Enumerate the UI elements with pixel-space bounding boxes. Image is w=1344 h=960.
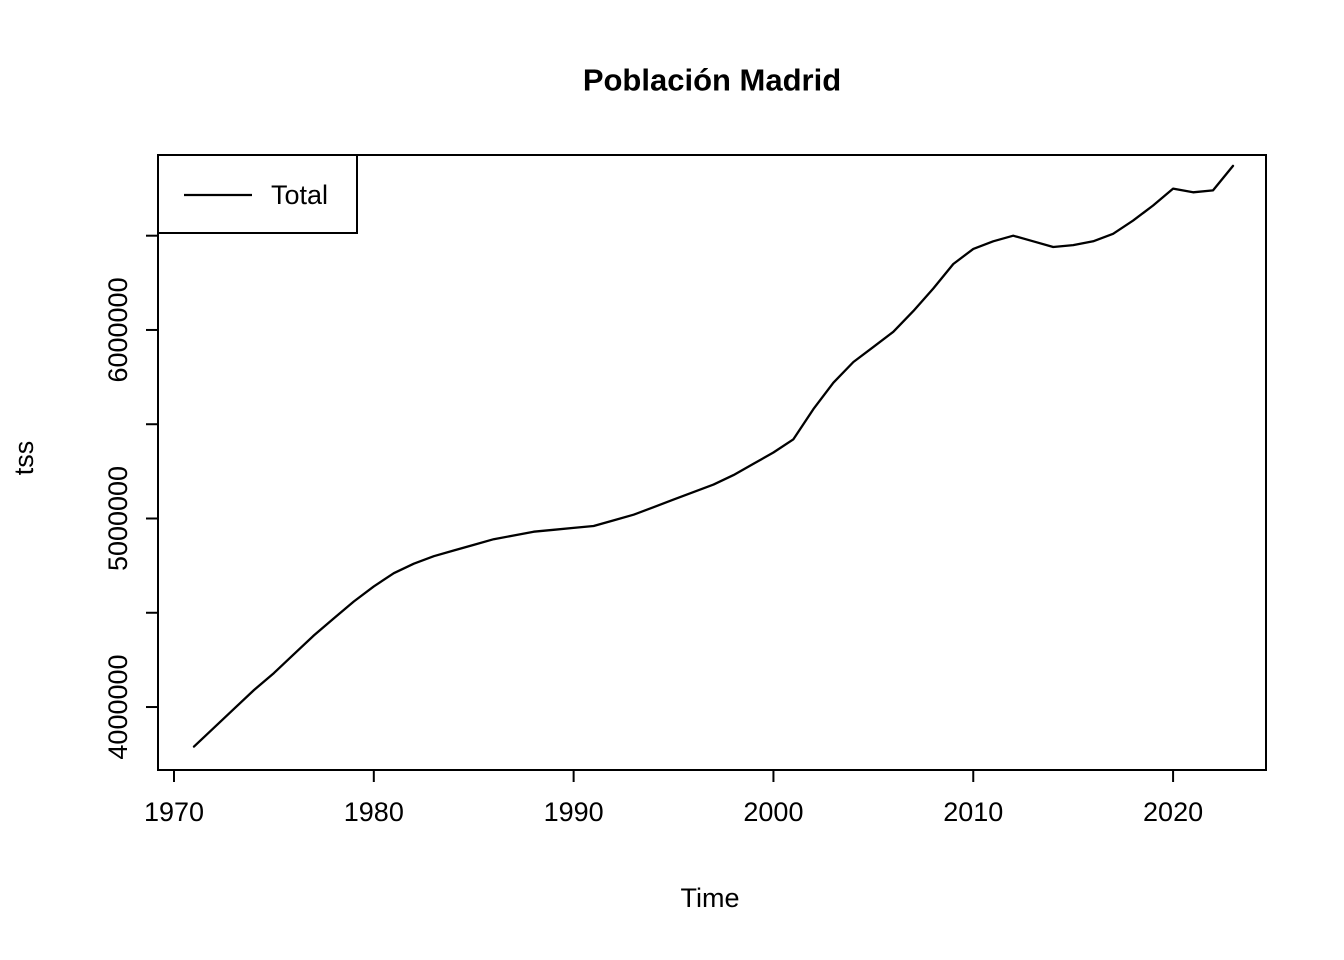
x-tick-label: 2010 — [943, 797, 1003, 827]
y-tick-label: 6000000 — [103, 277, 133, 382]
y-tick-label: 4000000 — [103, 654, 133, 759]
x-tick-label: 1980 — [344, 797, 404, 827]
plot-border — [157, 154, 1267, 771]
y-axis-title: tss — [9, 441, 39, 476]
population-total-line — [192, 164, 1235, 748]
x-tick-label: 1990 — [544, 797, 604, 827]
chart-title: Población Madrid — [583, 63, 841, 98]
y-tick-label: 5000000 — [103, 466, 133, 571]
x-axis-title: Time — [681, 883, 740, 913]
y-axis-ticks: 4000000 5000000 6000000 — [103, 234, 158, 760]
legend-label-total: Total — [271, 180, 328, 210]
x-tick-label: 2000 — [743, 797, 803, 827]
x-axis-ticks: 1970 1980 1990 2000 2010 2020 — [144, 770, 1203, 827]
legend: Total — [157, 154, 358, 234]
x-tick-label: 2020 — [1143, 797, 1203, 827]
x-tick-label: 1970 — [144, 797, 204, 827]
